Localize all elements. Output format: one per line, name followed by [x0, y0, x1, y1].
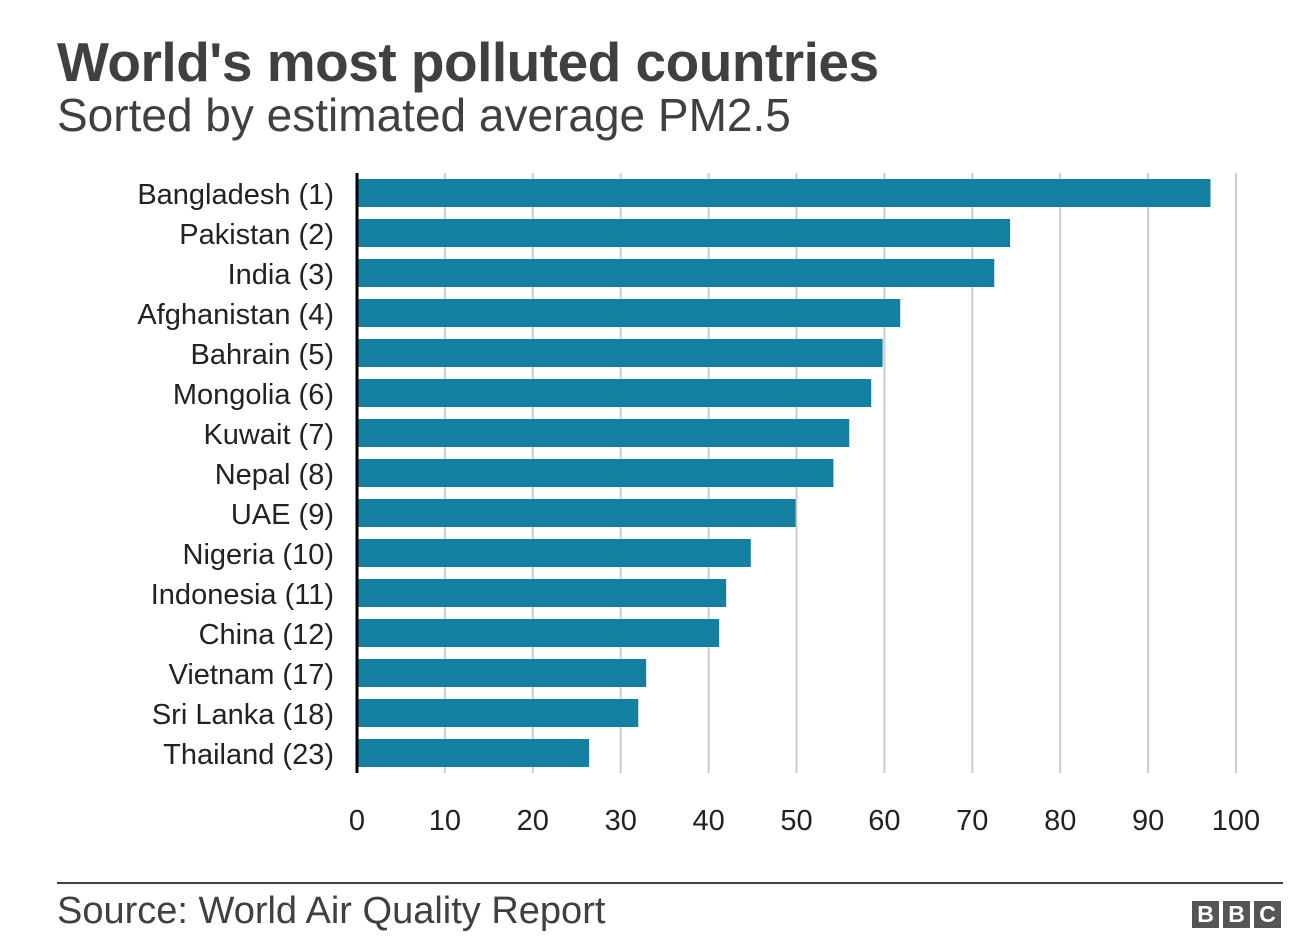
category-label: Bahrain (5): [191, 339, 334, 371]
bbc-logo-letter: B: [1223, 901, 1250, 928]
bbc-logo-letter: B: [1192, 901, 1219, 928]
category-label: Kuwait (7): [203, 419, 334, 451]
category-label: Sri Lanka (18): [152, 699, 334, 731]
x-tick-label: 50: [780, 805, 812, 837]
source-note: Source: World Air Quality Report: [57, 890, 606, 932]
bar: [357, 619, 720, 647]
bar: [357, 259, 995, 287]
x-tick-label: 0: [349, 805, 365, 837]
bar: [357, 499, 796, 527]
x-tick-label: 40: [692, 805, 724, 837]
bar: [357, 459, 834, 487]
bar: [357, 379, 872, 407]
category-label: Afghanistan (4): [137, 299, 334, 331]
x-tick-label: 80: [1044, 805, 1076, 837]
bbc-logo: B B C: [1192, 901, 1281, 928]
bar: [357, 339, 883, 367]
category-label: Vietnam (17): [169, 659, 335, 691]
bar: [357, 659, 647, 687]
x-tick-label: 70: [956, 805, 988, 837]
category-label: UAE (9): [231, 499, 334, 531]
x-tick-label: 20: [517, 805, 549, 837]
category-label: China (12): [199, 619, 334, 651]
x-tick-label: 30: [605, 805, 637, 837]
category-label: Nigeria (10): [183, 539, 335, 571]
category-label: India (3): [228, 259, 334, 291]
category-label: Mongolia (6): [173, 379, 334, 411]
bar: [357, 699, 639, 727]
bar: [357, 179, 1211, 207]
x-tick-label: 10: [429, 805, 461, 837]
bbc-logo-letter: C: [1254, 901, 1281, 928]
footer-divider: [57, 882, 1283, 884]
category-label: Nepal (8): [215, 459, 334, 491]
chart-title: World's most polluted countries: [57, 31, 879, 93]
bar: [357, 539, 751, 567]
category-label: Pakistan (2): [179, 219, 334, 251]
x-tick-label: 100: [1212, 805, 1260, 837]
bar: [357, 419, 850, 447]
category-label: Bangladesh (1): [137, 179, 334, 211]
category-label: Thailand (23): [163, 739, 334, 771]
bar: [357, 299, 901, 327]
bar: [357, 219, 1011, 247]
bar: [357, 739, 590, 767]
chart-subtitle: Sorted by estimated average PM2.5: [57, 89, 791, 141]
bar: [357, 579, 727, 607]
x-tick-label: 90: [1132, 805, 1164, 837]
x-tick-label: 60: [868, 805, 900, 837]
category-label: Indonesia (11): [151, 579, 334, 611]
